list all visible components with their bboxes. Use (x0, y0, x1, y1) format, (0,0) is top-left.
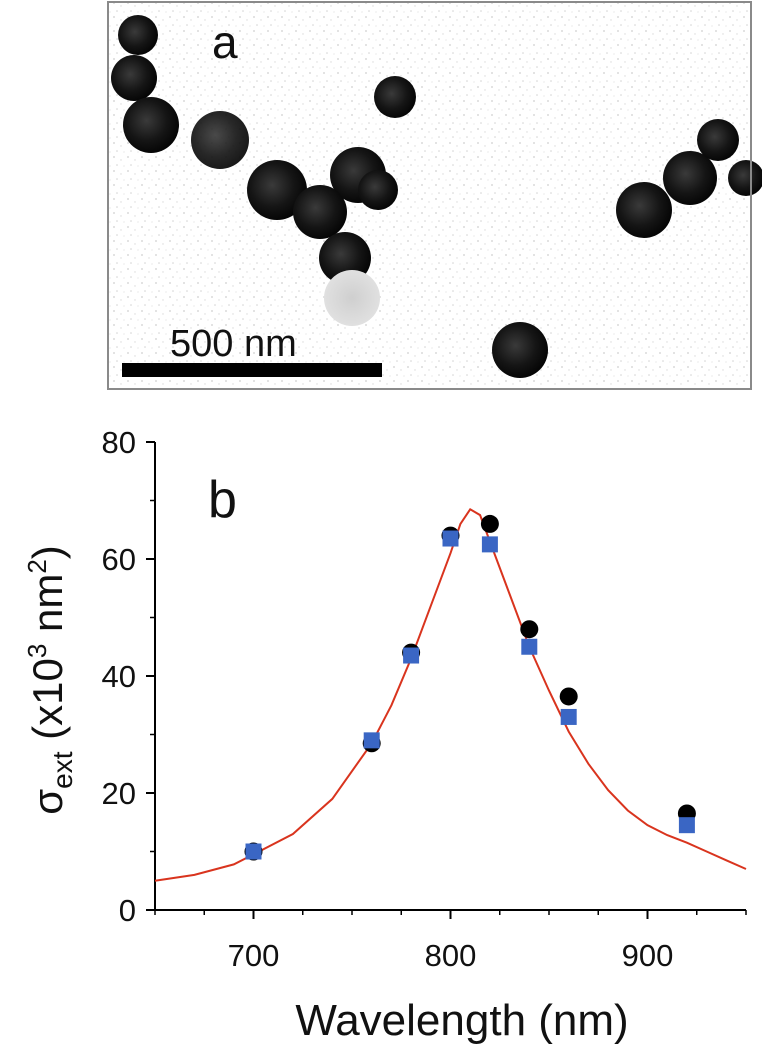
nanoparticle (663, 151, 717, 205)
y-axis-title-unit: nm (24, 574, 71, 644)
nanoparticle (247, 160, 307, 220)
y-axis: 0 20 40 60 80 (102, 425, 156, 928)
nanoparticle-cluster (111, 15, 762, 378)
data-point-square (678, 817, 695, 834)
panel-b-chart: 700 800 900 0 20 40 60 80 b Wavelength (nm) σe… (22, 425, 747, 1045)
panel-b-label: b (208, 471, 237, 529)
x-tick-label: 700 (228, 938, 280, 973)
nanoparticle-faint (324, 270, 380, 326)
nanoparticle (374, 76, 416, 118)
y-axis-title-superscript: 3 (22, 644, 52, 658)
data-point-square (481, 536, 498, 553)
y-tick-label: 0 (119, 893, 136, 928)
y-axis-title-close: ) (24, 545, 71, 559)
nanoparticle (191, 111, 249, 169)
y-axis-title-part: (x10 (24, 658, 71, 751)
scalebar-label: 500 nm (170, 323, 297, 365)
nanoparticle (492, 322, 548, 378)
nanoparticle (358, 170, 398, 210)
y-tick-label: 60 (102, 542, 136, 577)
y-axis-title: σext (x103 nm2) (22, 545, 78, 815)
x-axis-title: Wavelength (nm) (295, 996, 628, 1045)
data-point-square (363, 732, 380, 749)
x-tick-label: 900 (622, 938, 674, 973)
y-axis-title-subscript: ext (47, 751, 78, 789)
x-tick-label: 800 (425, 938, 477, 973)
data-point-square (560, 708, 577, 725)
data-point-square (442, 530, 459, 547)
fit-curve (154, 507, 747, 882)
panel-a-label: a (212, 16, 238, 68)
nanoparticle (118, 15, 158, 55)
y-tick-label: 80 (102, 425, 136, 460)
data-point-square (403, 647, 420, 664)
nanoparticle (111, 55, 157, 101)
y-tick-label: 40 (102, 659, 136, 694)
nanoparticle (123, 97, 179, 153)
chart-marks (154, 507, 747, 882)
data-point-square (245, 843, 262, 860)
nanoparticle (616, 182, 672, 238)
y-axis-title-superscript-2: 2 (22, 559, 52, 573)
scalebar (122, 363, 382, 377)
y-axis-title-symbol: σ (24, 789, 71, 815)
data-point-circle (480, 514, 499, 533)
nanoparticle (293, 185, 347, 239)
panel-a-frame (107, 1, 752, 390)
data-point-circle (520, 620, 539, 639)
x-axis: 700 800 900 (154, 909, 747, 973)
panel-a-micrograph: a 500 nm (107, 1, 762, 390)
data-point-circle (559, 687, 578, 706)
data-point-square (521, 638, 538, 655)
nanoparticle (728, 160, 762, 196)
y-tick-label: 20 (102, 776, 136, 811)
nanoparticle (697, 119, 739, 161)
